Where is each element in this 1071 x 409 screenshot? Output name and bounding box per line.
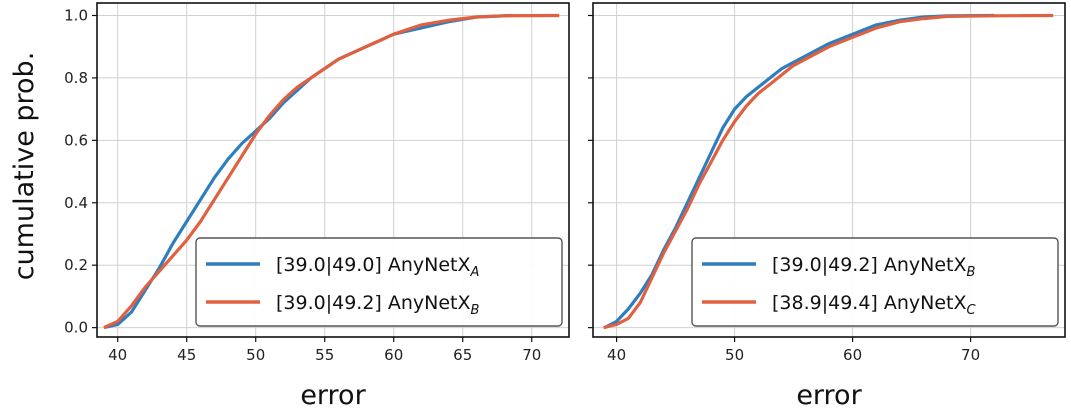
- series-line-2: [103, 13, 560, 330]
- x-tick-label: 60: [843, 346, 862, 364]
- legend-box: [195, 237, 563, 327]
- x-tick-label: 50: [725, 346, 744, 364]
- x-tick-label: 70: [961, 346, 980, 364]
- x-tick-label: 40: [607, 346, 626, 364]
- x-tick-label: 60: [384, 346, 403, 364]
- legend-entry-2: [38.9|49.4] AnyNetXC: [772, 292, 977, 318]
- plot-frame: [592, 2, 1066, 338]
- x-tick-label: 45: [177, 346, 196, 364]
- legend-box: [691, 237, 1059, 327]
- legend-entry-2: [39.0|49.2] AnyNetXB: [276, 292, 480, 318]
- x-tick-label: 55: [315, 346, 334, 364]
- chart-left-panel: 40 45 50 55 60 65 70 0.0 0.2 0.4 0.6 0.8 1.0 error [39…: [64, 2, 570, 409]
- y-tick-label: 0.2: [64, 256, 88, 274]
- y-axis-label: cumulative prob.: [9, 52, 40, 281]
- chart-right-panel: 40 50 60 70 error [39.0|49.2] AnyNetXB [38.9|4…: [588, 2, 1066, 409]
- x-axis-label: error: [300, 380, 366, 409]
- legend-entry-1: [39.0|49.2] AnyNetXB: [772, 254, 976, 280]
- series-line-2: [603, 13, 1054, 330]
- x-tick-label: 65: [453, 346, 472, 364]
- y-tick-label: 0.0: [64, 319, 88, 337]
- legend-entry-1: [39.0|49.0] AnyNetXA: [276, 254, 479, 280]
- y-tick-label: 0.4: [64, 194, 88, 212]
- plot-frame: [96, 2, 570, 338]
- x-tick-label: 70: [522, 346, 541, 364]
- x-axis-label: error: [796, 380, 862, 409]
- legend: [39.0|49.0] AnyNetXA [39.0|49.2] AnyNetXB: [195, 237, 563, 327]
- x-tick-label: 40: [108, 346, 127, 364]
- y-tick-label: 1.0: [64, 6, 88, 24]
- legend: [39.0|49.2] AnyNetXB [38.9|49.4] AnyNetXC: [691, 237, 1059, 327]
- x-tick-label: 50: [246, 346, 265, 364]
- y-tick-label: 0.8: [64, 69, 88, 87]
- y-tick-label: 0.6: [64, 131, 88, 149]
